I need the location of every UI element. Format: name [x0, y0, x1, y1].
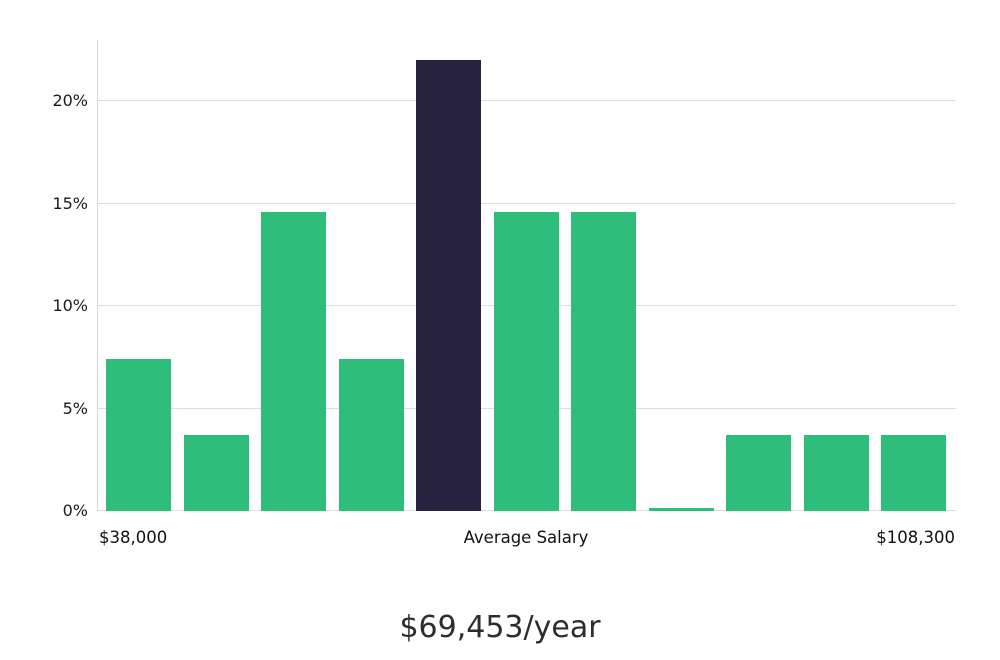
y-tick-label: 0%: [62, 501, 88, 520]
plot-area: [97, 40, 956, 511]
x-label-average-salary: Average Salary: [463, 528, 589, 547]
bar: [106, 359, 171, 511]
gridline: [98, 100, 956, 102]
bar: [338, 359, 404, 511]
bar: [803, 435, 869, 511]
bar: [881, 435, 946, 511]
x-label-min-salary: $38,000: [99, 528, 168, 547]
bar: [261, 212, 326, 511]
bar: [571, 212, 636, 511]
bar: [726, 435, 791, 511]
bars: [106, 40, 946, 511]
bar: [493, 212, 559, 511]
y-axis-ticks: 0% 5% 10% 15% 20%: [0, 40, 88, 520]
bar: [183, 435, 249, 511]
y-tick-label: 15%: [52, 193, 88, 213]
chart-title-average-salary-value: $69,453/year: [399, 610, 601, 645]
x-label-max-salary: $108,300: [876, 528, 955, 547]
y-tick-label: 10%: [52, 296, 88, 316]
y-tick-label: 5%: [62, 398, 88, 418]
x-axis-labels: $38,000 Average Salary $108,300: [97, 528, 955, 552]
bar-average-salary: [416, 60, 481, 511]
bar: [648, 507, 714, 511]
gridline: [98, 202, 956, 204]
y-tick-label: 20%: [52, 91, 88, 111]
